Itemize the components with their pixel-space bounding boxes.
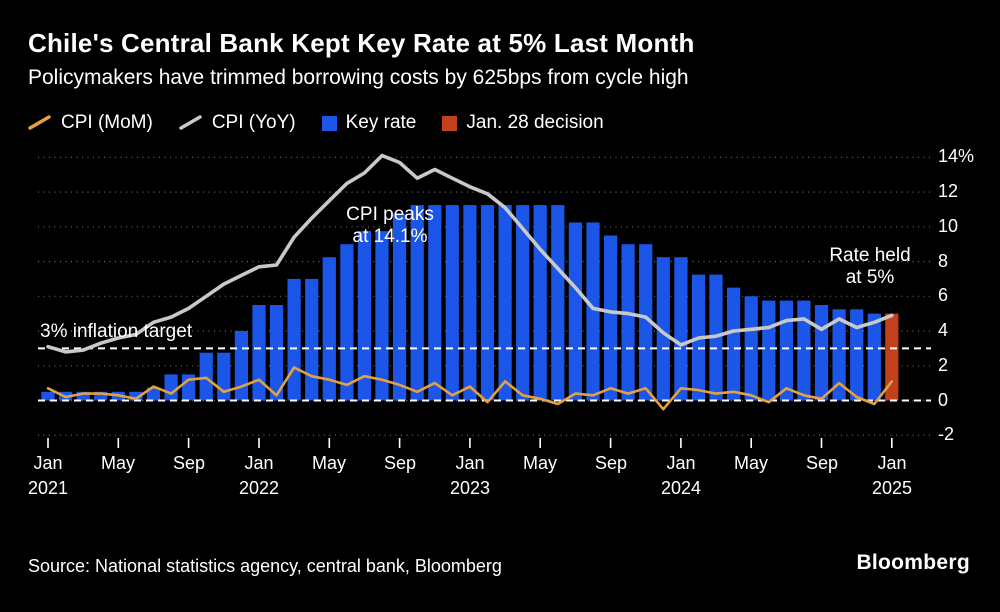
key-rate-bar — [779, 300, 793, 401]
legend-item-0: CPI (MoM) — [28, 112, 153, 134]
key-rate-bar — [269, 305, 284, 401]
key-rate-bar — [604, 235, 618, 401]
key-rate-bar — [656, 257, 670, 401]
key-rate-bar — [322, 257, 336, 401]
decision-bar — [885, 313, 899, 401]
key-rate-bar — [146, 387, 161, 401]
key-rate-bar — [410, 205, 424, 401]
legend-label: Key rate — [345, 112, 417, 133]
legend-item-3: Jan. 28 decision — [442, 112, 604, 134]
legend-label: Jan. 28 decision — [466, 112, 604, 133]
key-rate-bar — [164, 374, 178, 401]
key-rate-bar — [393, 213, 407, 401]
key-rate-bar — [463, 205, 477, 401]
key-rate-bar — [305, 278, 319, 401]
key-rate-bar — [533, 205, 547, 401]
key-rate-bar — [217, 352, 231, 401]
legend-label: CPI (MoM) — [61, 112, 153, 133]
key-rate-bar — [674, 257, 688, 401]
legend-item-1: CPI (YoY) — [179, 112, 296, 134]
y-axis-label: 4 — [938, 320, 949, 340]
cpi-yoy-line — [46, 153, 894, 354]
key-rate-bar — [41, 391, 55, 401]
chart-subtitle: Policymakers have trimmed borrowing cost… — [28, 66, 689, 89]
legend-item-2: Key rate — [321, 112, 417, 134]
key-rate-bar — [498, 205, 512, 401]
y-axis-label: 12 — [938, 181, 959, 201]
key-rate-bar — [516, 205, 530, 401]
y-axis-label: 6 — [938, 285, 949, 305]
key-rate-bar — [234, 331, 248, 401]
key-rate-bar — [357, 231, 371, 401]
key-rate-bar — [252, 305, 266, 401]
legend-label: CPI (YoY) — [211, 112, 296, 133]
key-rate-bar — [639, 244, 653, 401]
y-axis: 14% 12 10 8 6 4 2 0 -2 — [938, 0, 998, 612]
key-rate-bar — [762, 300, 776, 401]
key-rate-bar — [867, 313, 881, 401]
y-axis-label: -2 — [938, 424, 955, 444]
key-rate-bar — [199, 352, 213, 401]
y-axis-label: 2 — [938, 355, 949, 375]
key-rate-bar — [480, 205, 495, 401]
y-axis-label: 0 — [938, 390, 949, 410]
key-rate-bar — [76, 391, 90, 401]
key-rate-bar — [375, 231, 389, 401]
key-rate-bar — [94, 391, 108, 401]
y-axis-label: 10 — [938, 216, 959, 236]
key-rate-bar — [832, 309, 846, 401]
source-note: Source: National statistics agency, cent… — [28, 556, 502, 576]
square-swatch-icon — [321, 115, 337, 131]
key-rate-bar — [727, 287, 741, 401]
bloomberg-logo: Bloomberg — [856, 551, 970, 574]
key-rate-bar — [445, 205, 459, 401]
key-rate-bar — [850, 309, 864, 401]
key-rate-bar — [340, 244, 354, 401]
chart-legend: CPI (MoM) CPI (YoY) Key rate Jan. 28 decisi… — [28, 112, 604, 134]
line-swatch-icon — [179, 114, 203, 132]
key-rate-bar — [797, 300, 811, 401]
key-rate-bar — [586, 222, 600, 401]
y-axis-label: 14% — [938, 146, 975, 166]
page-title: Chile's Central Bank Kept Key Rate at 5%… — [28, 28, 695, 58]
square-swatch-icon — [442, 115, 458, 131]
key-rate-bar — [814, 305, 829, 401]
inflation-target-label: 3% inflation target — [40, 321, 193, 342]
key-rate-bar — [568, 222, 582, 401]
y-axis-label: 8 — [938, 251, 949, 271]
key-rate-bar — [129, 391, 143, 401]
key-rate-bar — [287, 278, 301, 401]
key-rate-bar — [551, 205, 565, 401]
rate-held-annotation: Rate held at 5% — [829, 245, 911, 288]
cpi-peak-annotation: CPI peaks at 14.1% — [346, 204, 434, 247]
key-rate-bar — [621, 244, 635, 401]
cpi-mom-line — [46, 366, 894, 411]
key-rate-bar — [428, 205, 442, 401]
line-swatch-icon — [28, 114, 52, 132]
